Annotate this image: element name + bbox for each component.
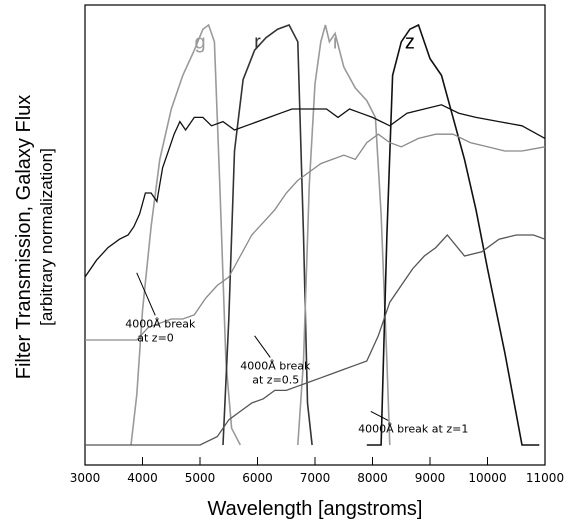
filter-curve-i (297, 24, 391, 446)
galaxy-spectrum-1 (84, 104, 546, 278)
band-label-r: r (254, 32, 261, 54)
x-tick-label: 4000 (127, 471, 158, 485)
band-label-z: z (405, 32, 415, 54)
x-tick-label: 5000 (185, 471, 216, 485)
band-label-g: g (194, 32, 205, 54)
filter-curves (130, 23, 540, 446)
x-tick-label: 11000 (526, 471, 564, 485)
x-axis-title: Wavelength [angstroms] (208, 498, 423, 520)
annotation-3: 4000Å break at z=1 (358, 410, 468, 435)
annotation-pointer (254, 335, 271, 358)
annotation-pointer (136, 272, 156, 316)
y-axis-title-line2: [arbitrary normalization] (37, 148, 56, 326)
x-tick-label: 6000 (242, 471, 273, 485)
annotation-text: 4000Å break at z=1 (358, 422, 468, 435)
galaxy-spectrum-3 (85, 234, 546, 446)
y-axis-title-line1: Filter Transmission, Galaxy Flux (13, 95, 35, 380)
annotation-text: at z=0 (137, 331, 174, 344)
x-axis: 3000 4000 5000 6000 7000 8000 9000 10000 11000 (70, 457, 564, 485)
filter-curve-z (366, 23, 540, 446)
galaxy-spectra (84, 104, 546, 446)
annotation-text: at z=0.5 (252, 373, 299, 386)
annotation-text: 4000Å break (125, 317, 196, 330)
x-tick-label: 7000 (300, 471, 331, 485)
filter-curve-g (130, 23, 242, 446)
annotation-text: 4000Å break (240, 359, 311, 372)
x-tick-label: 9000 (415, 471, 446, 485)
x-tick-label: 3000 (70, 471, 101, 485)
band-label-i: i (333, 32, 337, 54)
x-tick-label: 10000 (468, 471, 506, 485)
filter-curve-r (222, 24, 313, 446)
plot-frame (84, 4, 546, 466)
annotation-pointer (370, 410, 389, 421)
galaxy-spectrum-2 (85, 133, 546, 341)
x-tick-label: 8000 (357, 471, 388, 485)
